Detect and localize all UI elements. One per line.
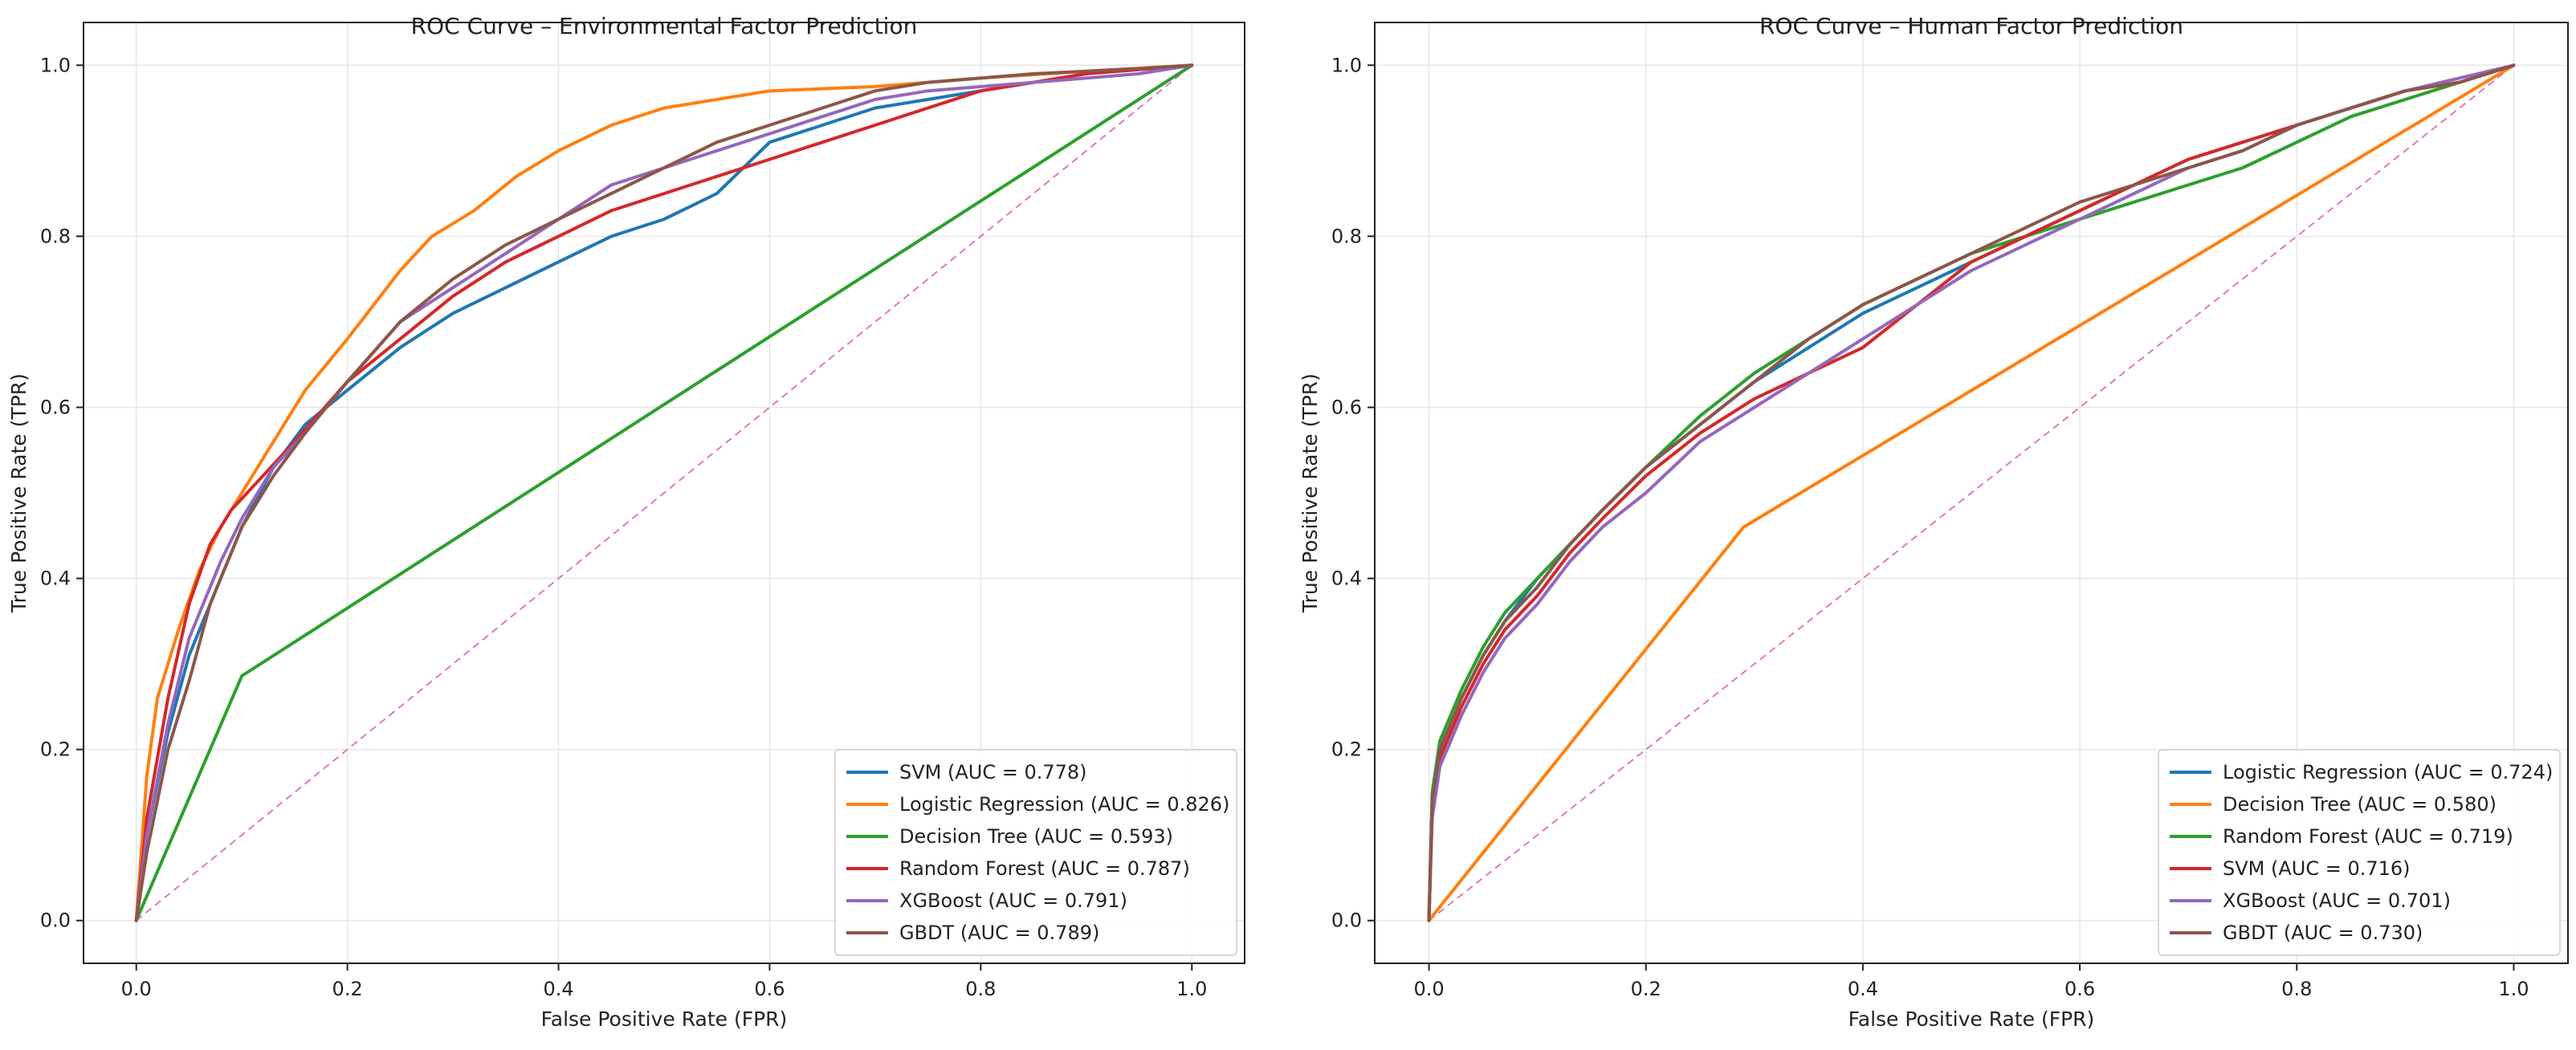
y-tick-label: 0.8 [40,225,71,247]
x-tick-label: 1.0 [1176,978,1207,1000]
x-tick-label: 0.6 [2064,978,2095,1000]
x-tick-label: 0.2 [1631,978,1661,1000]
legend-entry-2: Random Forest (AUC = 0.719) [2223,825,2513,848]
legend-box [2158,749,2561,956]
y-tick-label: 0.4 [40,568,71,590]
x-tick-label: 0.8 [2281,978,2312,1000]
legend: SVM (AUC = 0.778) Logistic Regression (AU… [834,749,1237,956]
legend-entry-3: Random Forest (AUC = 0.787) [899,857,1190,880]
y-tick-label: 0.2 [1331,739,1362,761]
x-tick-label: 0.0 [1413,978,1444,1000]
legend-entry-1: Logistic Regression (AUC = 0.826) [899,793,1229,816]
legend-entry-1: Decision Tree (AUC = 0.580) [2223,793,2497,816]
plot-frame [83,22,1245,964]
x-tick-label: 0.6 [754,978,785,1000]
legend-entry-0: Logistic Regression (AUC = 0.724) [2223,761,2553,783]
roc-panel-environmental: 0.0 0.2 0.4 0.6 0.8 1.0 0.0 0.2 0.4 0.6 0.8 1.0 ROC … [7,13,1245,1031]
x-tick-label: 0.8 [965,978,996,1000]
roc-series-line-3 [134,63,1194,922]
legend: Logistic Regression (AUC = 0.724) Decisio… [2158,749,2561,956]
chart-title: ROC Curve – Human Factor Prediction [1759,13,2183,39]
x-tick-label: 0.4 [1848,978,1878,1000]
legend-entry-0: SVM (AUC = 0.778) [899,761,1087,783]
y-tick-label: 0.0 [40,910,71,932]
legend-entry-4: XGBoost (AUC = 0.701) [2223,889,2451,912]
legend-entry-3: SVM (AUC = 0.716) [2223,857,2411,880]
y-axis-label: True Positive Rate (TPR) [7,373,31,613]
roc-series-line-5 [134,63,1194,922]
x-axis-label: False Positive Rate (FPR) [541,1007,788,1031]
legend-entry-4: XGBoost (AUC = 0.791) [899,889,1127,912]
roc-panel-human: 0.0 0.2 0.4 0.6 0.8 1.0 0.0 0.2 0.4 0.6 0.8 1.0 ROC … [1298,13,2569,1031]
legend-entry-5: GBDT (AUC = 0.730) [2223,922,2423,944]
legend-box [834,749,1237,956]
y-axis-label: True Positive Rate (TPR) [1298,373,1322,613]
chart-title: ROC Curve – Environmental Factor Predict… [411,13,918,39]
x-tick-label: 0.2 [332,978,363,1000]
y-tick-label: 0.0 [1331,910,1362,932]
x-tick-label: 0.4 [543,978,573,1000]
roc-series-line-2 [134,63,1194,922]
y-tick-label: 1.0 [40,54,71,76]
roc-series-line-1 [1427,63,2516,922]
diagonal-reference-line [1428,64,2515,922]
diagonal-reference-line [136,64,1192,922]
y-tick-label: 0.6 [40,396,71,418]
x-tick-label: 1.0 [2498,978,2529,1000]
plot-frame [1374,22,2569,964]
legend-entry-2: Decision Tree (AUC = 0.593) [899,825,1173,848]
x-tick-label: 0.0 [121,978,152,1000]
legend-entry-5: GBDT (AUC = 0.789) [899,922,1099,944]
y-tick-label: 0.8 [1331,225,1362,247]
x-axis-label: False Positive Rate (FPR) [1848,1007,2095,1031]
y-tick-label: 0.6 [1331,396,1362,418]
y-tick-label: 0.2 [40,739,71,761]
y-tick-label: 0.4 [1331,568,1362,590]
y-tick-label: 1.0 [1331,54,1362,76]
roc-series-line-5 [1427,63,2516,922]
